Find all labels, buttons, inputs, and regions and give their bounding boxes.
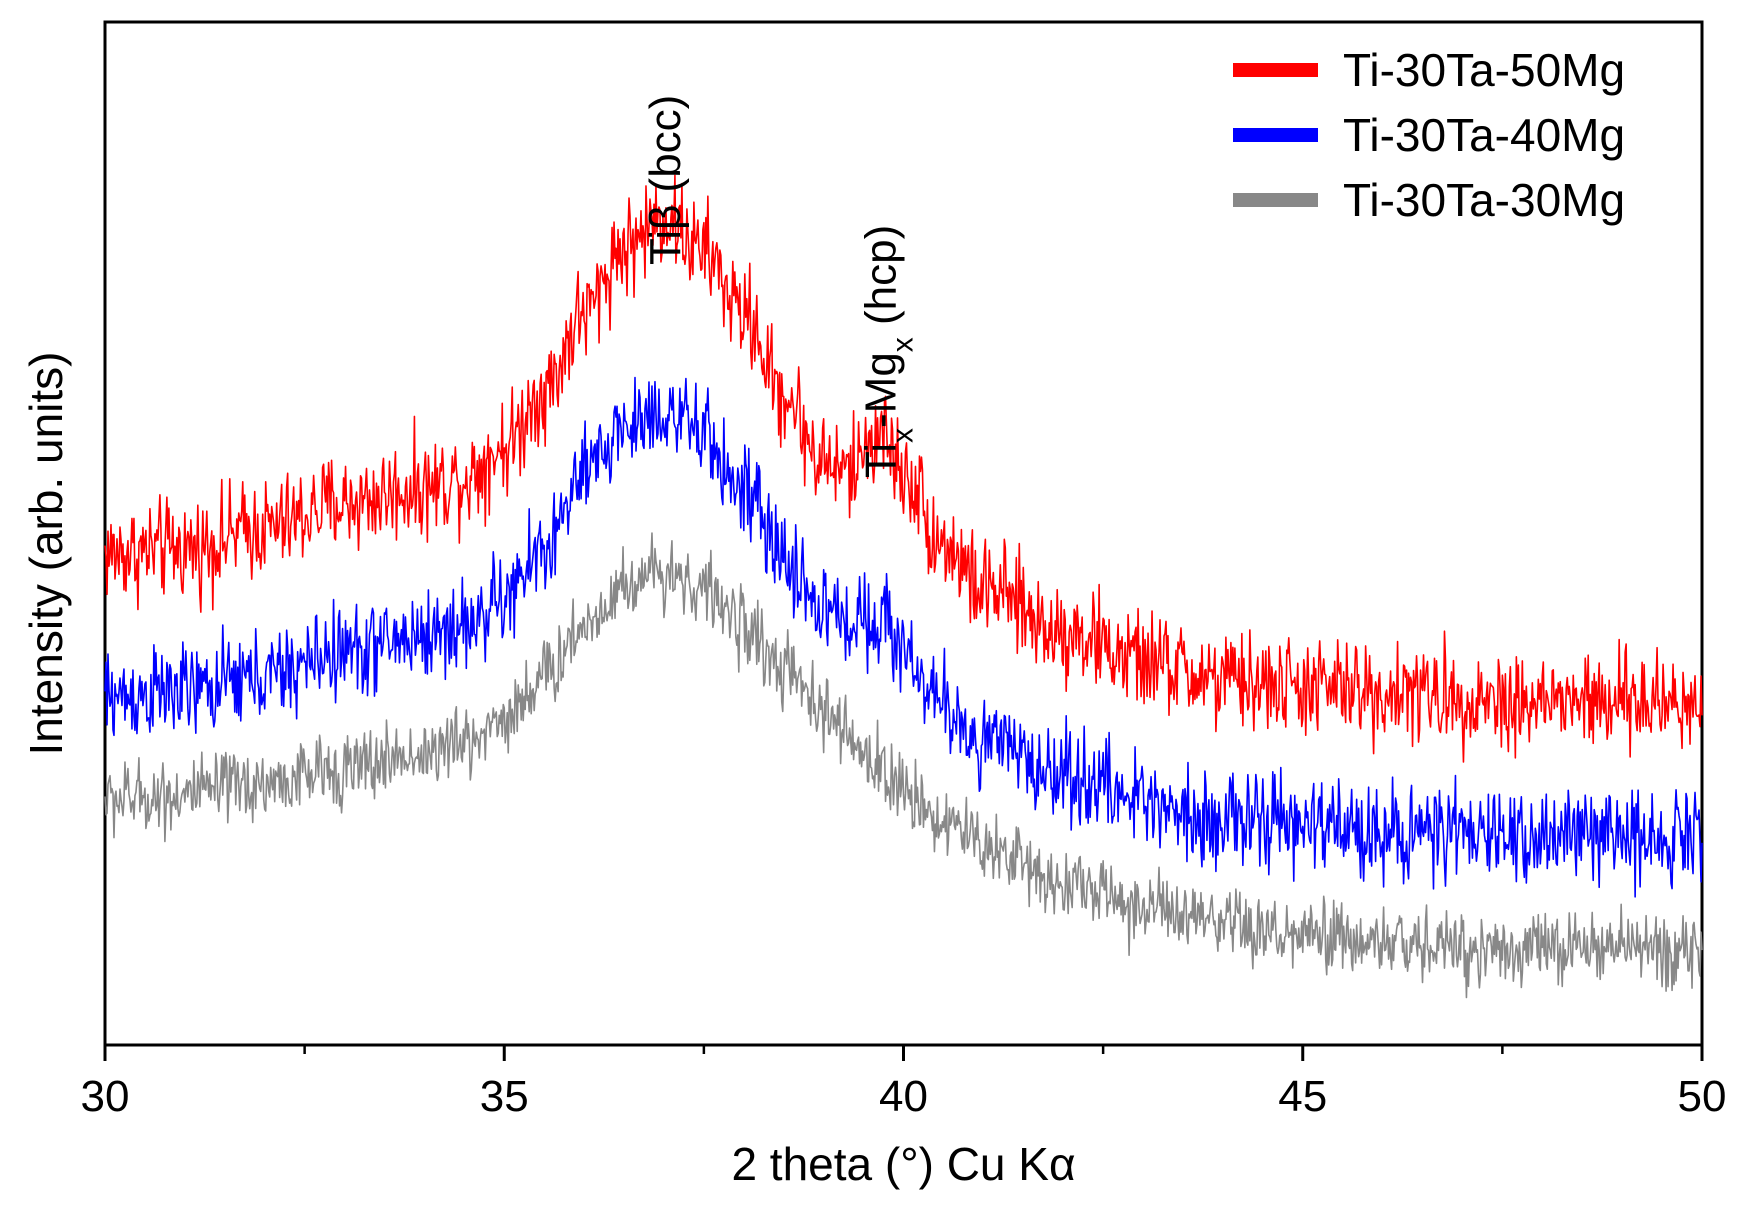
annotation-ti-beta-base: Tiβ — [641, 205, 690, 265]
annotation-ti-mg-part-0: Ti — [857, 443, 906, 478]
legend-label-ti-30ta-30mg: Ti-30Ta-30Mg — [1343, 174, 1625, 226]
series-line-ti-30ta-30mg — [104, 532, 1703, 999]
x-tick-label: 45 — [1278, 1072, 1327, 1121]
series-layer — [104, 174, 1703, 999]
annotation-ti-mg-part-4: (hcp) — [857, 225, 906, 337]
x-axis: 30 35 40 45 50 — [81, 1045, 1727, 1121]
x-tick-label: 40 — [879, 1072, 928, 1121]
legend-label-ti-30ta-40mg: Ti-30Ta-40Mg — [1343, 109, 1625, 161]
annotation-ti-mg-sub-3: x — [886, 337, 919, 352]
series-line-ti-30ta-50mg — [104, 174, 1703, 763]
x-axis-title: 2 theta (°) Cu Kα — [731, 1138, 1075, 1190]
annotation-ti-mg-sub-1: x — [886, 428, 919, 443]
legend: Ti-30Ta-50Mg Ti-30Ta-40Mg Ti-30Ta-30Mg — [1233, 44, 1625, 226]
series-line-ti-30ta-40mg — [104, 376, 1703, 898]
annotation-ti-mg-part-2: -Mg — [857, 352, 906, 428]
legend-label-ti-30ta-50mg: Ti-30Ta-50Mg — [1343, 44, 1625, 96]
x-tick-label: 35 — [480, 1072, 529, 1121]
annotation-ti-beta-suffix: (bcc) — [641, 95, 690, 205]
y-axis-title: Intensity (arb. units) — [20, 352, 72, 756]
annotation-ti-mg: Tix-Mgx (hcp) — [857, 225, 920, 478]
x-tick-label: 30 — [81, 1072, 130, 1121]
annotations: Tiβ (bcc) Tix-Mgx (hcp) — [641, 95, 919, 478]
annotation-ti-beta: Tiβ (bcc) — [641, 95, 690, 265]
x-tick-label: 50 — [1678, 1072, 1727, 1121]
